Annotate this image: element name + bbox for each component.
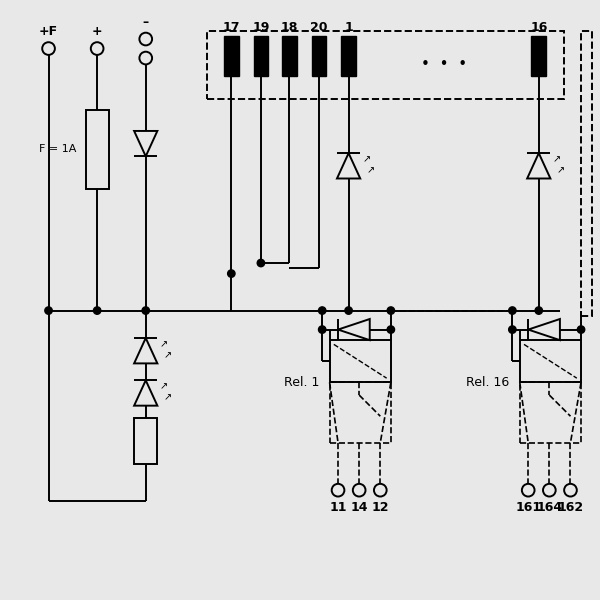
Text: ↗: ↗	[160, 340, 168, 349]
Text: Rel. 1: Rel. 1	[284, 376, 319, 389]
Text: –: –	[143, 16, 149, 29]
Text: 16: 16	[530, 21, 547, 34]
Circle shape	[387, 307, 395, 314]
Bar	[86, 110, 109, 189]
Bar	[581, 31, 592, 316]
Text: Rel. 16: Rel. 16	[466, 376, 509, 389]
Bar	[282, 36, 297, 76]
Text: ↗: ↗	[362, 154, 371, 164]
Bar	[520, 340, 581, 382]
Circle shape	[45, 307, 52, 314]
Circle shape	[94, 307, 101, 314]
Text: ↗: ↗	[367, 165, 375, 175]
Text: ↗: ↗	[164, 350, 172, 360]
Text: 20: 20	[310, 21, 328, 34]
Text: F = 1A: F = 1A	[38, 144, 76, 154]
Text: ↗: ↗	[557, 165, 565, 175]
Bar	[329, 382, 391, 443]
Bar	[520, 382, 581, 443]
Text: ↗: ↗	[160, 382, 168, 392]
Bar	[329, 340, 391, 382]
Text: ↗: ↗	[164, 392, 172, 402]
Bar	[341, 36, 356, 76]
Text: •  •  •: • • •	[421, 57, 467, 72]
Circle shape	[227, 270, 235, 277]
Bar	[134, 418, 157, 464]
Circle shape	[509, 326, 516, 333]
Text: ↗: ↗	[553, 154, 561, 164]
Circle shape	[257, 259, 265, 267]
Circle shape	[577, 326, 585, 333]
Text: 1: 1	[344, 21, 353, 34]
Bar	[311, 36, 326, 76]
Bar	[207, 31, 564, 99]
Text: 19: 19	[252, 21, 269, 34]
Text: 161: 161	[515, 500, 541, 514]
Text: 11: 11	[329, 500, 347, 514]
Circle shape	[319, 307, 326, 314]
Circle shape	[509, 307, 516, 314]
Circle shape	[345, 307, 352, 314]
Circle shape	[387, 326, 395, 333]
Text: 17: 17	[223, 21, 240, 34]
Circle shape	[319, 326, 326, 333]
Bar	[532, 36, 546, 76]
Circle shape	[142, 307, 149, 314]
Text: 12: 12	[371, 500, 389, 514]
Text: +: +	[92, 25, 103, 38]
Text: +F: +F	[39, 25, 58, 38]
Text: 164: 164	[536, 500, 562, 514]
Text: 162: 162	[557, 500, 584, 514]
Bar	[224, 36, 239, 76]
Text: 14: 14	[350, 500, 368, 514]
Circle shape	[535, 307, 542, 314]
Text: 18: 18	[281, 21, 298, 34]
Bar	[254, 36, 268, 76]
